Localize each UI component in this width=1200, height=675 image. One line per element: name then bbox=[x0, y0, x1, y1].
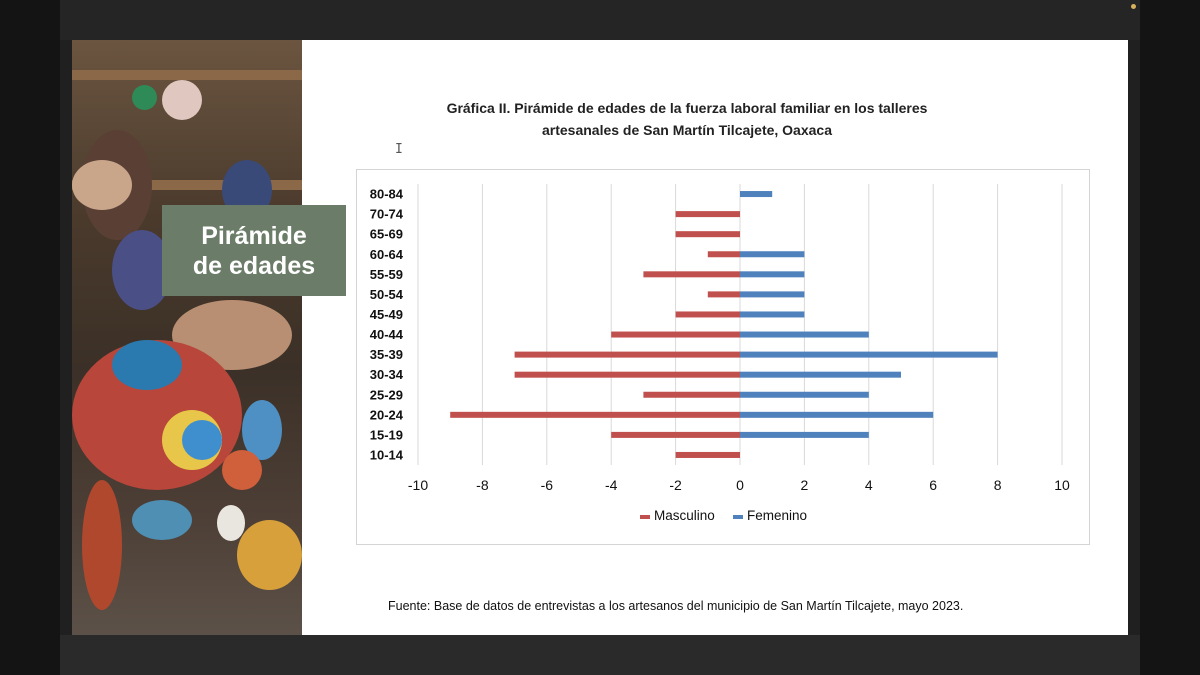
bar-masculino bbox=[643, 391, 740, 398]
y-category-label: 60-64 bbox=[370, 247, 404, 262]
bottom-strip bbox=[60, 635, 1140, 675]
y-category-label: 25-29 bbox=[370, 387, 403, 402]
population-pyramid-chart: -10 -8 -6 -4 -2 0 2 4 6 8 10 80-84 70-74 65-69 60-64 55… bbox=[370, 184, 1070, 523]
x-tick-label: -2 bbox=[669, 477, 682, 493]
bar-femenino bbox=[740, 191, 773, 198]
bar-femenino bbox=[740, 351, 998, 358]
bar-masculino bbox=[675, 231, 740, 238]
source-note: Fuente: Base de datos de entrevistas a l… bbox=[388, 599, 964, 613]
x-tick-label: 6 bbox=[929, 477, 937, 493]
letterbox-right bbox=[1140, 0, 1200, 675]
y-category-label: 50-54 bbox=[370, 287, 404, 302]
bar-masculino bbox=[707, 291, 740, 298]
y-category-label: 30-34 bbox=[370, 367, 404, 382]
top-strip bbox=[60, 0, 1140, 40]
legend-swatch bbox=[733, 515, 743, 519]
badge-line-1: Pirámide bbox=[201, 221, 307, 250]
x-tick-label: 2 bbox=[801, 477, 809, 493]
y-category-label: 80-84 bbox=[370, 187, 404, 202]
recording-indicator-icon bbox=[1131, 4, 1136, 9]
y-category-label: 55-59 bbox=[370, 267, 403, 282]
bar-femenino bbox=[740, 331, 869, 338]
artisan-photo bbox=[72, 40, 302, 635]
x-tick-label: -10 bbox=[408, 477, 428, 493]
y-category-label: 10-14 bbox=[370, 447, 404, 462]
legend-swatch bbox=[640, 515, 650, 519]
chart-title: Gráfica II. Pirámide de edades de la fue… bbox=[407, 97, 967, 141]
bar-femenino bbox=[740, 311, 805, 318]
x-tick-label: 0 bbox=[736, 477, 744, 493]
y-category-label: 40-44 bbox=[370, 327, 404, 342]
bar-femenino bbox=[740, 411, 934, 418]
bar-femenino bbox=[740, 271, 805, 278]
y-category-label: 70-74 bbox=[370, 207, 404, 222]
badge-line-2: de edades bbox=[192, 251, 316, 280]
y-category-label: 35-39 bbox=[370, 347, 403, 362]
y-category-label: 45-49 bbox=[370, 307, 403, 322]
presentation-slide: Pirámide de edades Gráfica II. Pirámide … bbox=[72, 40, 1128, 635]
x-tick-label: -8 bbox=[476, 477, 489, 493]
x-tick-label: 4 bbox=[865, 477, 873, 493]
x-tick-label: 10 bbox=[1054, 477, 1070, 493]
x-tick-label: 8 bbox=[994, 477, 1002, 493]
letterbox-left bbox=[0, 0, 60, 675]
bar-femenino bbox=[740, 391, 869, 398]
bar-masculino bbox=[675, 311, 740, 318]
legend-label: Femenino bbox=[747, 508, 807, 523]
y-category-label: 20-24 bbox=[370, 407, 404, 422]
y-category-label: 15-19 bbox=[370, 427, 403, 442]
text-cursor-icon: I bbox=[395, 142, 403, 157]
bar-masculino bbox=[675, 451, 740, 458]
bar-femenino bbox=[740, 431, 869, 438]
bar-masculino bbox=[707, 251, 740, 258]
chart-title-line-1: Gráfica II. Pirámide de edades de la fue… bbox=[446, 100, 928, 116]
x-tick-label: -6 bbox=[541, 477, 554, 493]
bar-femenino bbox=[740, 371, 901, 378]
bar-femenino bbox=[740, 291, 805, 298]
chart-title-line-2: artesanales de San Martín Tilcajete, Oax… bbox=[541, 122, 832, 138]
bar-femenino bbox=[740, 251, 805, 258]
legend-label: Masculino bbox=[654, 508, 715, 523]
x-tick-label: -4 bbox=[605, 477, 618, 493]
bar-masculino bbox=[643, 271, 740, 278]
y-category-label: 65-69 bbox=[370, 227, 403, 242]
bar-masculino bbox=[611, 431, 740, 438]
bar-masculino bbox=[514, 351, 740, 358]
bar-masculino bbox=[611, 331, 740, 338]
bar-masculino bbox=[514, 371, 740, 378]
chart-frame: -10 -8 -6 -4 -2 0 2 4 6 8 10 80-84 70-74 65-69 60-64 55… bbox=[356, 169, 1090, 545]
bar-masculino bbox=[450, 411, 740, 418]
section-title-badge: Pirámide de edades bbox=[162, 205, 346, 296]
bar-masculino bbox=[675, 211, 740, 218]
